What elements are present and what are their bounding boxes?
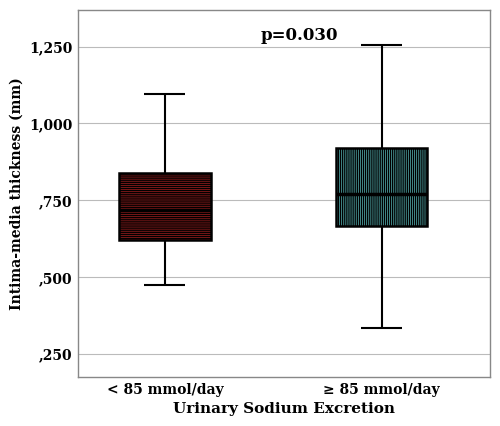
Bar xyxy=(336,148,428,227)
Y-axis label: Intima-media thickness (mm): Intima-media thickness (mm) xyxy=(10,77,24,310)
Bar xyxy=(120,173,210,240)
Text: p=0.030: p=0.030 xyxy=(260,27,338,44)
X-axis label: Urinary Sodium Excretion: Urinary Sodium Excretion xyxy=(173,402,395,416)
